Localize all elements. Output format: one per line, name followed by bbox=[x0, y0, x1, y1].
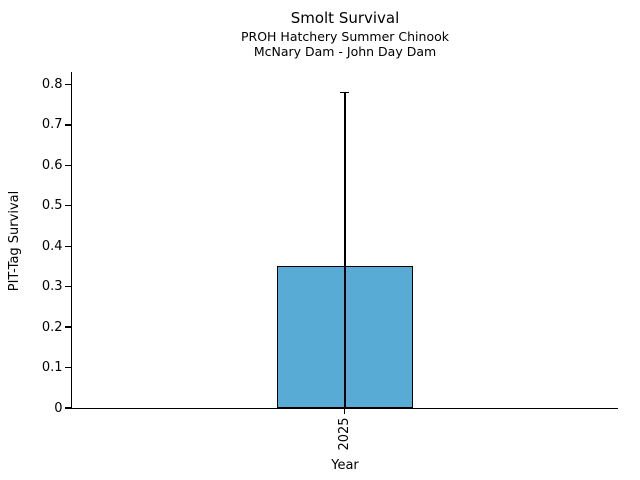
y-tick-mark bbox=[65, 83, 71, 86]
chart-subtitle-line2: McNary Dam - John Day Dam bbox=[253, 44, 437, 59]
y-tick-mark bbox=[65, 245, 71, 247]
y-tick-label: 0.5 bbox=[41, 198, 63, 214]
y-tick-mark bbox=[65, 124, 71, 126]
y-tick-label: 0.3 bbox=[41, 279, 63, 295]
chart-subtitle-line1: PROH Hatchery Summer Chinook bbox=[241, 29, 449, 44]
y-tick-mark bbox=[65, 366, 71, 369]
y-tick-label: 0.6 bbox=[41, 157, 63, 173]
y-tick-mark bbox=[65, 205, 71, 207]
y-tick-mark bbox=[65, 407, 71, 409]
error-bar-cap-top bbox=[340, 91, 350, 94]
y-tick-mark bbox=[65, 326, 71, 328]
y-tick-label: 0 bbox=[54, 400, 63, 416]
y-tick-label: 0.8 bbox=[41, 77, 63, 92]
chart-title: Smolt Survival bbox=[290, 9, 400, 27]
y-axis-label: PIT-Tag Survival bbox=[7, 190, 22, 292]
y-tick-label: 0.1 bbox=[41, 360, 63, 376]
y-tick-label: 0.4 bbox=[41, 238, 63, 254]
x-axis-label: Year bbox=[331, 458, 359, 473]
x-tick-mark bbox=[344, 408, 346, 414]
y-tick-label: 0.7 bbox=[41, 117, 63, 133]
error-bar-line bbox=[344, 92, 346, 408]
x-tick-label: 2025 bbox=[336, 417, 352, 451]
x-axis-line bbox=[70, 407, 618, 409]
y-axis-line bbox=[70, 72, 72, 409]
y-tick-mark bbox=[65, 164, 71, 167]
y-tick-mark bbox=[65, 286, 71, 288]
y-tick-label: 0.2 bbox=[41, 319, 63, 335]
